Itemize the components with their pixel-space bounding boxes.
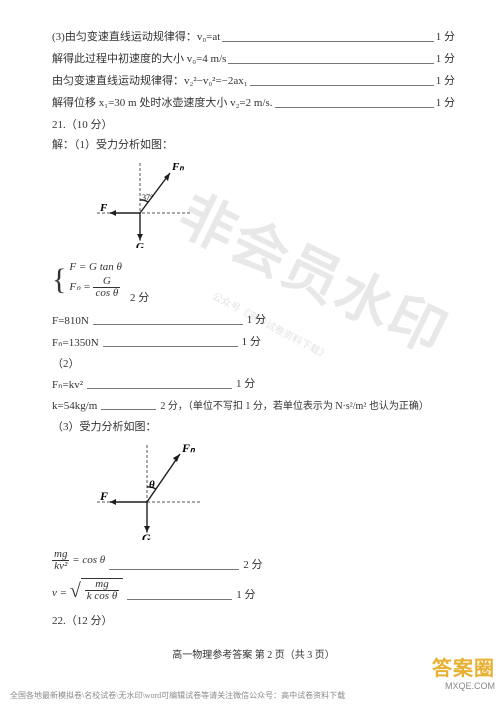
- page-content: (3)由匀变速直线运动规律得：v₀=at 1 分 解得此过程中初速度的大小 v₀…: [0, 0, 500, 661]
- label-f: F: [99, 489, 108, 503]
- text: 由匀变速直线运动规律得：v₂²−v₀²=−2ax₁: [52, 72, 248, 88]
- points: 1 分: [436, 50, 455, 66]
- label-theta: θ: [149, 479, 155, 491]
- points: 1 分: [436, 94, 455, 110]
- page-footer: 高一物理参考答案 第 2 页（共 3 页）: [52, 646, 455, 661]
- brace-equations: { F = G tan θ Fₙ = G cos θ: [52, 261, 122, 299]
- force-diagram-1: Fₙ F G 37°: [92, 158, 455, 251]
- label-g: G: [136, 241, 144, 248]
- q20-line-1: (3)由匀变速直线运动规律得：v₀=at 1 分: [52, 28, 455, 44]
- points: 1 分: [236, 375, 255, 391]
- rule: [250, 85, 434, 86]
- rule: [93, 324, 243, 325]
- points: 1 分: [436, 28, 455, 44]
- logo-text: 答案圈: [432, 652, 495, 681]
- rule: [103, 346, 238, 347]
- q20-line-4: 解得位移 x₁=30 m 处时冰壶速度大小 v₂=2 m/s. 1 分: [52, 94, 455, 110]
- label-fn: Fₙ: [181, 441, 196, 455]
- eq: mg kv² = cos θ: [52, 549, 105, 572]
- q21-fnkv-line: Fₙ=kv² 1 分: [52, 375, 455, 391]
- points: 2 分，（单位不写扣 1 分，若单位表示为 N·s²/m² 也认为正确）: [160, 397, 429, 412]
- q20-line-2: 解得此过程中初速度的大小 v₀=4 m/s 1 分: [52, 50, 455, 66]
- points: 1 分: [242, 333, 261, 349]
- rule: [228, 63, 433, 64]
- label-f: F: [99, 202, 108, 214]
- brace-icon: {: [52, 265, 66, 295]
- points: 2 分: [243, 556, 262, 572]
- rule: [275, 107, 434, 108]
- q21-eq-brace-line: { F = G tan θ Fₙ = G cos θ 2 分: [52, 257, 455, 305]
- eq-2: Fₙ = G cos θ: [69, 276, 122, 299]
- text: k=54kg/m: [52, 400, 97, 412]
- q21-sub-2: （2）: [52, 355, 455, 371]
- q21-header: 21.（10 分）: [52, 116, 455, 132]
- q21-frac-line: mg kv² = cos θ 2 分: [52, 549, 455, 572]
- points: 2 分: [130, 289, 149, 305]
- points: 1 分: [236, 586, 255, 602]
- rule: [87, 388, 232, 389]
- rule: [127, 599, 232, 600]
- points: 1 分: [247, 311, 266, 327]
- eq: v = √ mg k cos θ: [52, 578, 123, 602]
- q20-line-3: 由匀变速直线运动规律得：v₂²−v₀²=−2ax₁ 1 分: [52, 72, 455, 88]
- text: Fₙ=kv²: [52, 378, 83, 391]
- text: Fₙ=1350N: [52, 336, 99, 349]
- rule: [101, 409, 156, 410]
- rule: [109, 569, 239, 570]
- q21-k-line: k=54kg/m 2 分，（单位不写扣 1 分，若单位表示为 N·s²/m² 也…: [52, 397, 455, 412]
- text: 解得此过程中初速度的大小 v₀=4 m/s: [52, 50, 226, 66]
- q22-header: 22.（12 分）: [52, 612, 455, 628]
- q21-v-line: v = √ mg k cos θ 1 分: [52, 578, 455, 602]
- q21-fn-line: Fₙ=1350N 1 分: [52, 333, 455, 349]
- eq-1: F = G tan θ: [69, 261, 122, 273]
- q21-sub-3: （3）受力分析如图：: [52, 418, 455, 434]
- label-angle: 37°: [142, 193, 153, 202]
- label-g: G: [142, 531, 151, 540]
- corner-logo: 答案圈 MXQE.COM: [432, 652, 495, 691]
- rule: [222, 41, 433, 42]
- label-fn: Fₙ: [171, 161, 184, 173]
- points: 1 分: [436, 72, 455, 88]
- text: 解得位移 x₁=30 m 处时冰壶速度大小 v₂=2 m/s.: [52, 94, 273, 110]
- bottom-note: 全国各地最新模拟卷\名校试卷\无水印\word可编辑试卷等请关注微信公众号：高中…: [0, 690, 500, 701]
- text: (3)由匀变速直线运动规律得：v₀=at: [52, 28, 220, 44]
- force-diagram-2: Fₙ F G θ: [92, 440, 455, 543]
- q21-f-line: F=810N 1 分: [52, 311, 455, 327]
- q21-sub-1: 解：（1）受力分析如图：: [52, 136, 455, 152]
- text: F=810N: [52, 315, 89, 327]
